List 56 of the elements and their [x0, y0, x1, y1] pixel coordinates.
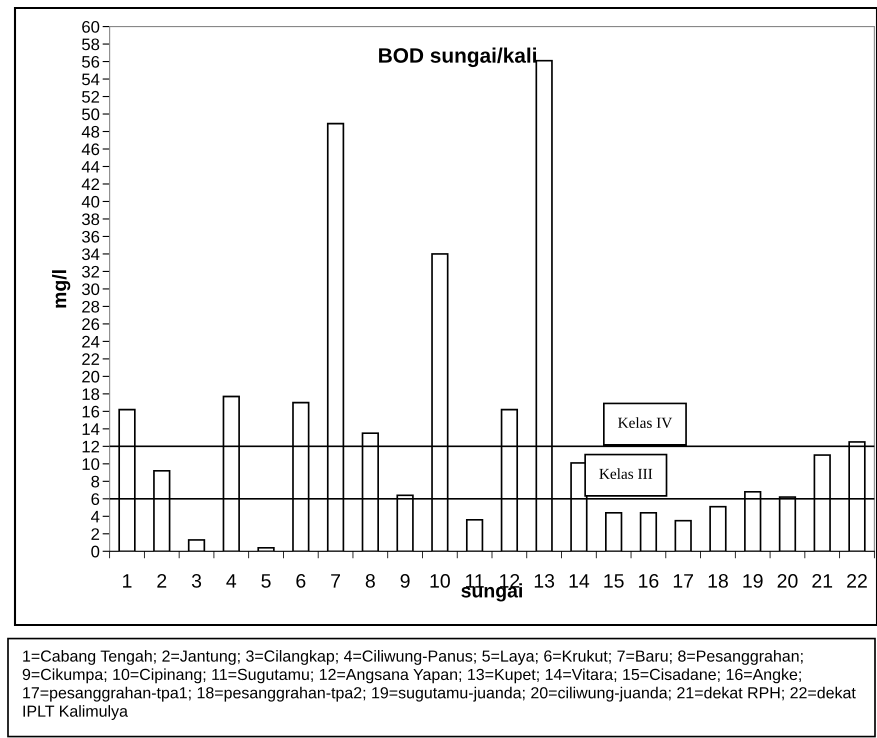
- text: BOD sungai/kali: [379, 48, 536, 68]
- y-tick-label: 12: [82, 440, 100, 452]
- x-tick-label: 18: [708, 574, 728, 588]
- x-tick-label: 6: [296, 574, 306, 588]
- y-tick-label: 4: [91, 510, 100, 522]
- x-tick-label: 9: [400, 574, 410, 588]
- x-tick-label: 16: [639, 574, 658, 588]
- y-tick-label: 16: [82, 406, 100, 418]
- y-tick-label: 40: [82, 196, 100, 208]
- y-tick-label: 14: [82, 423, 100, 435]
- x-tick-label: 13: [534, 574, 554, 588]
- x-tick-label: 10: [430, 574, 450, 588]
- y-tick-label: 24: [82, 336, 100, 348]
- y-tick-label: 6: [91, 493, 100, 506]
- y-tick-label: 34: [82, 248, 100, 260]
- y-tick-label: 22: [82, 353, 100, 365]
- text: 1=Cabang Tengah; 2=Jantung; 3=Cilangkap; 4=Ciliwung-Panus; 5=Laya; 6=Krukut; 7=Baru; 8=Pesanggrahan; 9=Cikumpa; 10=Cipinang; 11=Sugutamu; 12=Angsana Yapan; 13=Kupet; 14=Vitara; 15=Cisadane; 16=Angke; 17=pesanggrahan-tpa1; 18=pesanggrahan-tpa2; 19=sugutamu-juanda; 20=ciliwung-juanda; 21=dekat RPH; 22=dekat IPLT Kalimulya: [22, 650, 856, 720]
- x-tick-label: 14: [570, 574, 590, 588]
- x-tick-label: 22: [847, 574, 867, 588]
- y-tick-label: 42: [82, 178, 100, 190]
- x-tick-label: 8: [366, 574, 375, 588]
- x-tick-label: 15: [604, 574, 624, 588]
- x-tick-label: 17: [674, 574, 694, 588]
- y-tick-label: 26: [82, 318, 100, 330]
- y-tick-label: 36: [82, 230, 100, 243]
- y-tick-label: 8: [91, 476, 100, 488]
- y-tick-label: 56: [82, 56, 100, 68]
- y-axis-title: mg/l: [52, 270, 70, 308]
- y-tick-label: 2: [91, 528, 100, 540]
- x-tick-label: 4: [226, 574, 236, 588]
- y-tick-label: 48: [82, 126, 100, 138]
- y-tick-label: 20: [82, 370, 100, 383]
- y-tick-label: 44: [82, 161, 100, 173]
- x-tick-label: 3: [192, 574, 202, 588]
- y-tick-label: 18: [82, 388, 100, 400]
- y-tick-label: 32: [82, 266, 100, 278]
- x-tick-label: 21: [812, 574, 832, 588]
- y-tick-label: 0: [91, 546, 100, 558]
- y-tick-label: 30: [82, 283, 100, 296]
- x-tick-label: 2: [157, 574, 166, 588]
- x-tick-label: 19: [743, 574, 763, 588]
- y-tick-label: 50: [82, 108, 100, 120]
- x-tick-label: 7: [331, 574, 340, 588]
- x-tick-label: 1: [123, 574, 132, 588]
- ref-line-label: Kelas III: [599, 468, 652, 480]
- y-tick-label: 46: [82, 143, 100, 156]
- y-tick-label: 60: [82, 20, 100, 33]
- y-tick-label: 10: [82, 458, 100, 470]
- x-tick-label: 20: [778, 574, 798, 588]
- y-tick-label: 52: [82, 90, 100, 103]
- y-tick-label: 38: [82, 213, 100, 226]
- y-tick-label: 54: [82, 74, 100, 86]
- y-tick-label: 58: [82, 38, 100, 50]
- y-tick-label: 28: [82, 300, 100, 313]
- ref-line-label: Kelas IV: [618, 417, 672, 428]
- x-tick-label: 5: [261, 574, 271, 588]
